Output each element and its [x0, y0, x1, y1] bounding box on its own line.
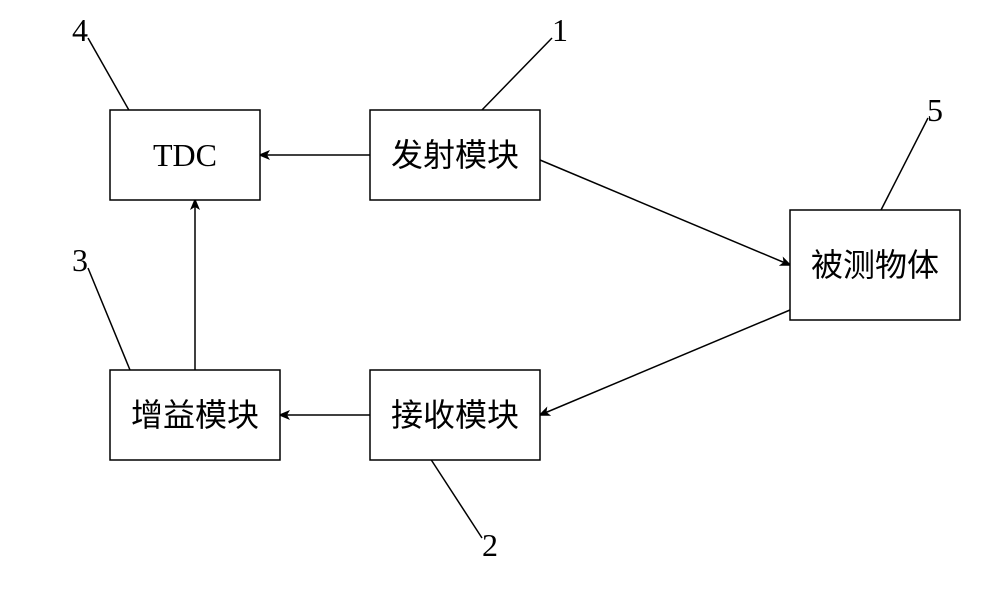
edge: [540, 160, 790, 265]
node-label-tdc: TDC: [153, 137, 217, 173]
node-label-target: 被测物体: [811, 247, 939, 283]
node-number-recv: 2: [482, 527, 498, 563]
node-label-gain: 增益模块: [131, 397, 259, 433]
node-number-tdc: 4: [72, 12, 88, 48]
node-number-gain: 3: [72, 242, 88, 278]
lead-line: [480, 38, 552, 112]
lead-line: [88, 38, 130, 112]
lead-line: [880, 118, 928, 212]
node-label-recv: 接收模块: [391, 397, 519, 433]
node-number-emit: 1: [552, 12, 568, 48]
edge: [540, 310, 790, 415]
node-number-target: 5: [927, 92, 943, 128]
block-diagram: TDC 4 发射模块 1 被测物体 5 增益模块 3 接收模块 2: [0, 0, 1000, 608]
lead-line: [430, 458, 482, 538]
node-label-emit: 发射模块: [391, 137, 519, 173]
lead-line: [88, 268, 130, 370]
